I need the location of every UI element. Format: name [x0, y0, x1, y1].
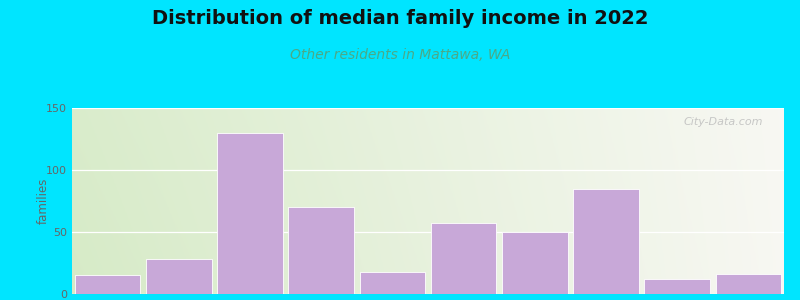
- Text: Other residents in Mattawa, WA: Other residents in Mattawa, WA: [290, 48, 510, 62]
- Bar: [716, 274, 781, 294]
- Text: City-Data.com: City-Data.com: [683, 117, 762, 127]
- Bar: [502, 232, 567, 294]
- Bar: [360, 272, 425, 294]
- Bar: [289, 207, 354, 294]
- Bar: [431, 223, 496, 294]
- Text: Distribution of median family income in 2022: Distribution of median family income in …: [152, 9, 648, 28]
- Bar: [75, 275, 140, 294]
- Bar: [218, 133, 282, 294]
- Bar: [574, 189, 638, 294]
- Y-axis label: families: families: [37, 178, 50, 224]
- Bar: [645, 279, 710, 294]
- Bar: [146, 259, 211, 294]
